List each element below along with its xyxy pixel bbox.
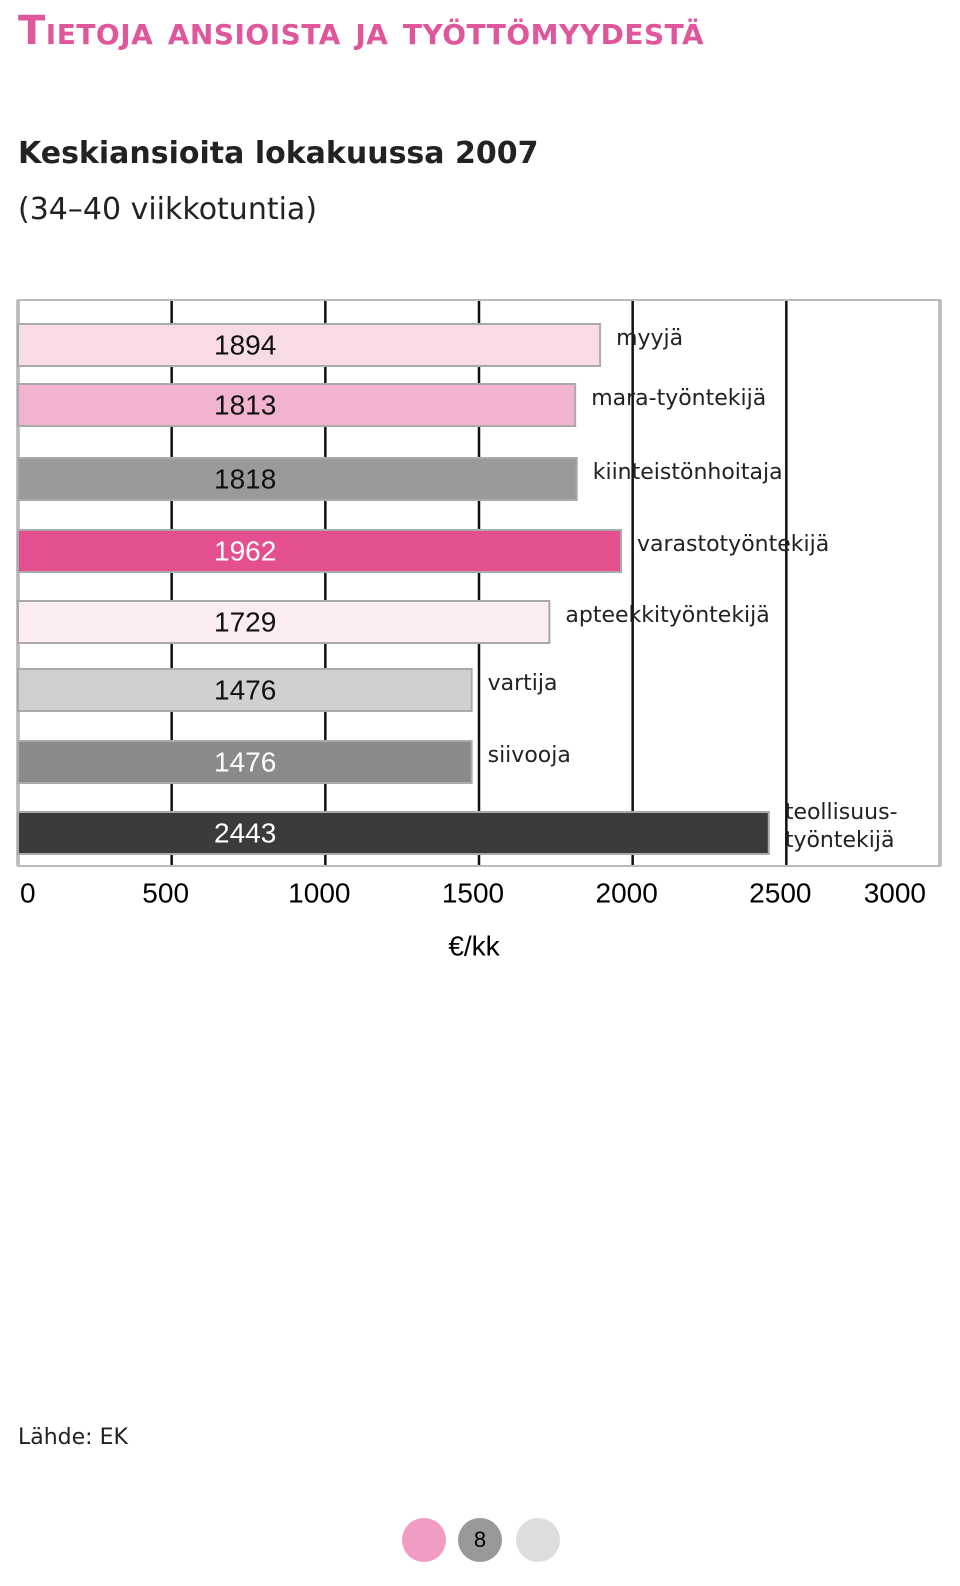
plot-frame — [17, 299, 941, 867]
value-label: 1476 — [214, 674, 276, 705]
category-label: vartija — [487, 671, 558, 696]
page-header: Tietoja ansioista ja työttömyydestä — [18, 8, 705, 54]
bar — [17, 668, 473, 712]
x-axis-label: €/kk — [448, 930, 500, 961]
bar — [17, 811, 770, 855]
category-label: myyjä — [616, 326, 684, 351]
page-dot — [402, 1518, 446, 1562]
value-label: 1813 — [214, 389, 276, 420]
page-dot — [516, 1518, 560, 1562]
value-label: 2443 — [214, 817, 276, 848]
bar — [17, 740, 473, 784]
value-label: 1962 — [214, 535, 276, 566]
bar — [17, 457, 578, 501]
chart-subtitle: (34–40 viikkotuntia) — [18, 192, 318, 227]
x-tick-label: 2500 — [749, 877, 811, 908]
page-number: 8 — [474, 1527, 486, 1552]
x-tick-label: 3000 — [864, 877, 926, 908]
category-label: mara-työntekijä — [591, 386, 767, 411]
value-label: 1476 — [214, 746, 276, 777]
value-label: 1729 — [214, 606, 276, 637]
x-tick-label: 1500 — [442, 877, 504, 908]
category-label: teollisuus- työntekijä — [784, 800, 898, 853]
bar — [17, 323, 602, 367]
bar — [17, 383, 577, 427]
category-label: siivooja — [487, 743, 571, 768]
source: Lähde: EK — [18, 1425, 128, 1450]
category-label: kiinteistönhoitaja — [592, 460, 783, 485]
value-label: 1894 — [214, 329, 276, 360]
bar — [17, 529, 622, 573]
x-tick-label: 1000 — [288, 877, 350, 908]
x-tick-label: 2000 — [596, 877, 658, 908]
category-label: varastotyöntekijä — [636, 532, 830, 557]
x-tick-label: 500 — [142, 877, 189, 908]
value-label: 1818 — [214, 463, 276, 494]
x-tick-label: 0 — [20, 877, 36, 908]
chart-title: Keskiansioita lokakuussa 2007 — [18, 136, 539, 171]
bar — [17, 600, 551, 644]
category-label: apteekkityöntekijä — [565, 603, 770, 628]
page-dot — [458, 1518, 502, 1562]
